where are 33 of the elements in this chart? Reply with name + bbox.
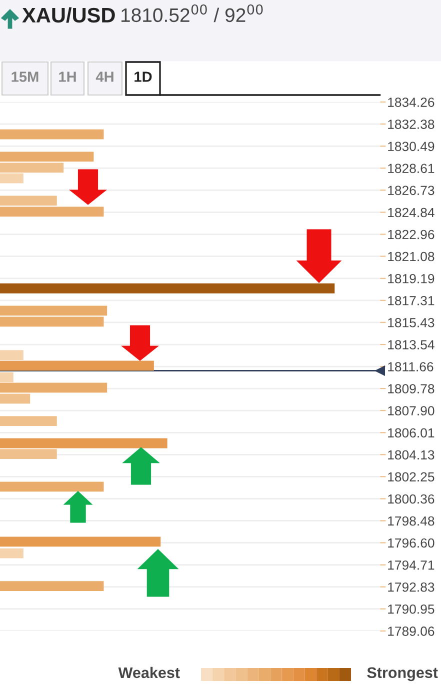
- chart-title: XAU/USD: [22, 7, 115, 23]
- y-tick-label: 1804.13: [388, 450, 434, 460]
- y-tick-label: 1821.08: [388, 252, 434, 262]
- y-tick-label: 1815.43: [388, 318, 434, 328]
- y-tick-label: 1813.54: [388, 340, 434, 350]
- y-tick-label: 1798.48: [388, 516, 434, 526]
- y-tick-label: 1824.84: [388, 208, 434, 218]
- y-tick-label: 1790.95: [388, 604, 434, 614]
- y-tick-label: 1809.78: [388, 384, 434, 394]
- y-tick-label: 1811.66: [388, 362, 434, 372]
- y-tick-label: 1819.19: [388, 274, 434, 284]
- y-tick-label: 1806.01: [388, 428, 434, 438]
- y-tick-label: 1800.36: [388, 494, 434, 504]
- text: 4H: [96, 72, 114, 82]
- y-tick-label: 1817.31: [388, 296, 434, 306]
- text: 1H: [59, 72, 76, 82]
- y-tick-label: 1822.96: [388, 230, 434, 240]
- y-tick-label: 1832.38: [388, 120, 434, 129]
- text: 15M: [12, 72, 38, 82]
- y-tick-label: 1828.61: [388, 164, 434, 174]
- y-tick-label: 1807.90: [388, 406, 434, 416]
- y-tick-label: 1834.26: [388, 98, 434, 107]
- text: Strongest: [367, 667, 438, 682]
- chart-subtitle: 1810.52$^{00}$ / 92$^{00}$: [121, 4, 263, 22]
- y-tick-label: 1794.71: [388, 560, 434, 570]
- y-tick-label: 1830.49: [388, 142, 434, 152]
- y-tick-label: 1789.06: [388, 626, 434, 636]
- text: Weakest: [118, 666, 180, 678]
- y-tick-label: 1826.73: [388, 186, 434, 196]
- y-tick-label: 1796.60: [388, 538, 434, 548]
- y-tick-label: 1792.83: [388, 582, 434, 592]
- text: 1D: [134, 72, 152, 82]
- y-tick-label: 1802.25: [388, 472, 434, 482]
